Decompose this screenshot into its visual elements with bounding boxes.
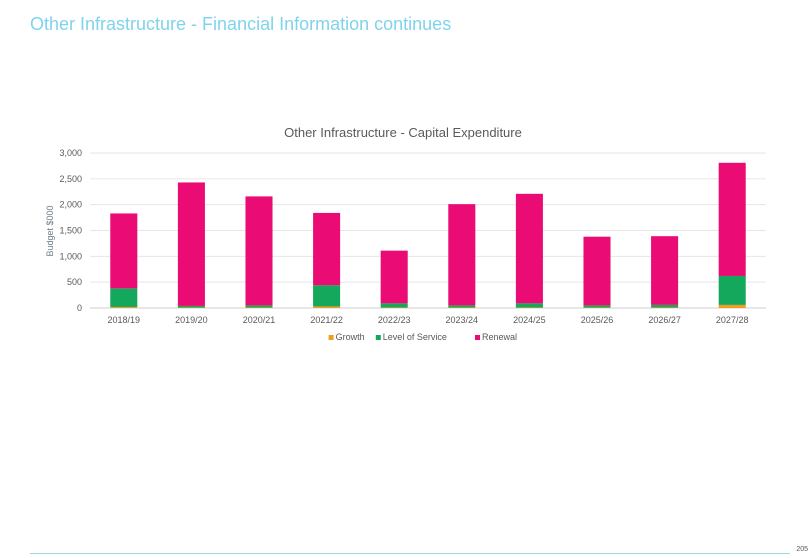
y-tick-label: 1,000 [59,251,82,261]
bar-renewal-2025-26 [583,236,611,306]
y-tick-label: 1,500 [59,226,82,236]
legend-swatch-level-of-service [375,335,381,340]
bar-growth-2020-21 [245,307,273,308]
footer-divider [30,553,790,554]
bar-renewal-2021-22 [313,212,341,286]
bar-level-of-service-2022-23 [380,303,408,308]
y-axis-label: Budget $000 [45,205,55,256]
legend-label-level-of-service: Level of Service [383,332,447,342]
bar-renewal-2022-23 [380,250,408,304]
bar-level-of-service-2023-24 [448,305,476,308]
bar-growth-2023-24 [448,307,476,308]
bar-level-of-service-2021-22 [313,285,341,307]
x-tick-label: 2027/28 [716,315,749,325]
bar-renewal-2018-19 [110,213,138,289]
bar-growth-2019-20 [177,307,205,308]
y-tick-label: 2,000 [59,200,82,210]
bars [110,162,746,308]
chart-title: Other Infrastructure - Capital Expenditu… [284,125,522,140]
bar-renewal-2026-27 [651,236,679,305]
bar-growth-2026-27 [651,307,679,308]
legend-label-renewal: Renewal [482,332,517,342]
bar-renewal-2023-24 [448,204,476,306]
bar-growth-2025-26 [583,307,611,308]
bar-renewal-2020-21 [245,196,273,306]
y-tick-labels: 0 500 1,000 1,500 2,000 2,500 3,000 [59,148,82,313]
legend-swatch-growth [328,335,334,340]
bar-growth-2024-25 [515,307,543,308]
page-title: Other Infrastructure - Financial Informa… [30,14,452,34]
bar-renewal-2019-20 [177,182,205,306]
x-tick-label: 2024/25 [513,315,546,325]
bar-level-of-service-2019-20 [177,305,205,308]
x-tick-label: 2026/27 [648,315,681,325]
page-number: 205 [796,546,808,553]
bar-growth-2018-19 [110,306,138,308]
x-tick-label: 2021/22 [310,315,343,325]
legend-label-growth: Growth [336,332,365,342]
bar-growth-2027-28 [718,304,746,308]
bar-growth-2021-22 [313,306,341,308]
x-tick-label: 2025/26 [581,315,614,325]
bar-renewal-2024-25 [515,193,543,304]
x-tick-label: 2023/24 [446,315,479,325]
bar-growth-2022-23 [380,307,408,308]
legend: Growth Level of Service Renewal [328,332,517,342]
x-tick-labels: 2018/19 2019/20 2020/21 2021/22 2022/23 2023/… [108,315,749,325]
legend-swatch-renewal [475,335,480,340]
x-tick-label: 2020/21 [243,315,276,325]
y-tick-label: 2,500 [59,174,82,184]
bar-level-of-service-2020-21 [245,305,273,308]
x-tick-label: 2019/20 [175,315,208,325]
bar-renewal-2027-28 [718,162,746,276]
bar-level-of-service-2027-28 [718,275,746,305]
y-tick-label: 500 [67,277,82,287]
bar-level-of-service-2026-27 [651,304,679,308]
bar-level-of-service-2018-19 [110,288,138,307]
y-tick-label: 3,000 [59,148,82,158]
bar-level-of-service-2024-25 [515,303,543,308]
y-tick-label: 0 [77,303,82,313]
x-tick-label: 2022/23 [378,315,411,325]
bar-level-of-service-2025-26 [583,305,611,308]
x-tick-label: 2018/19 [108,315,141,325]
